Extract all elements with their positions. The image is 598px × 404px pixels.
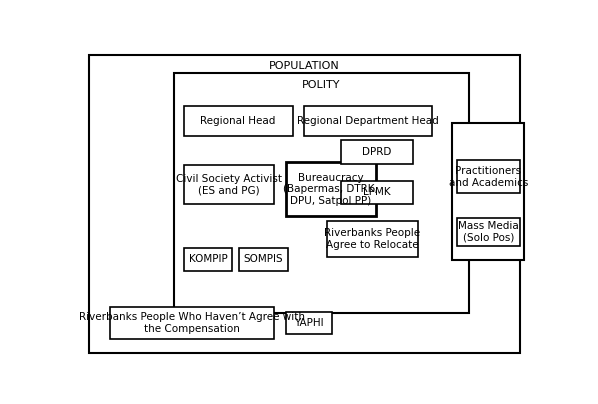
FancyBboxPatch shape — [341, 140, 413, 164]
FancyBboxPatch shape — [184, 106, 292, 136]
FancyBboxPatch shape — [89, 55, 520, 354]
Text: DPRD: DPRD — [362, 147, 392, 157]
Text: LPMK: LPMK — [364, 187, 391, 198]
Text: POLITY: POLITY — [302, 80, 341, 90]
Text: YAPHI: YAPHI — [294, 318, 324, 328]
Text: Regional Head: Regional Head — [200, 116, 276, 126]
FancyBboxPatch shape — [457, 160, 520, 193]
FancyBboxPatch shape — [184, 165, 274, 204]
FancyBboxPatch shape — [341, 181, 413, 204]
FancyBboxPatch shape — [286, 162, 376, 217]
Text: Riverbanks People Who Haven’t Agree with
the Compensation: Riverbanks People Who Haven’t Agree with… — [79, 312, 305, 334]
FancyBboxPatch shape — [239, 248, 288, 271]
Text: SOMPIS: SOMPIS — [244, 254, 283, 264]
FancyBboxPatch shape — [175, 74, 469, 313]
Text: Riverbanks People
Agree to Relocate: Riverbanks People Agree to Relocate — [325, 228, 420, 250]
FancyBboxPatch shape — [286, 311, 332, 334]
FancyBboxPatch shape — [184, 248, 232, 271]
FancyBboxPatch shape — [457, 218, 520, 246]
FancyBboxPatch shape — [453, 123, 524, 260]
Text: Mass Media
(Solo Pos): Mass Media (Solo Pos) — [458, 221, 518, 243]
Text: Bureaucracy
(Bapermas, DTRK,
DPU, Satpol PP): Bureaucracy (Bapermas, DTRK, DPU, Satpol… — [283, 173, 379, 206]
FancyBboxPatch shape — [327, 221, 417, 257]
Text: KOMPIP: KOMPIP — [188, 254, 227, 264]
Text: POPULATION: POPULATION — [269, 61, 340, 71]
Text: Practitioners
and Academics: Practitioners and Academics — [448, 166, 528, 187]
FancyBboxPatch shape — [304, 106, 432, 136]
Text: Regional Department Head: Regional Department Head — [297, 116, 439, 126]
FancyBboxPatch shape — [109, 307, 274, 339]
Text: Civil Society Activist
(ES and PG): Civil Society Activist (ES and PG) — [176, 174, 282, 196]
